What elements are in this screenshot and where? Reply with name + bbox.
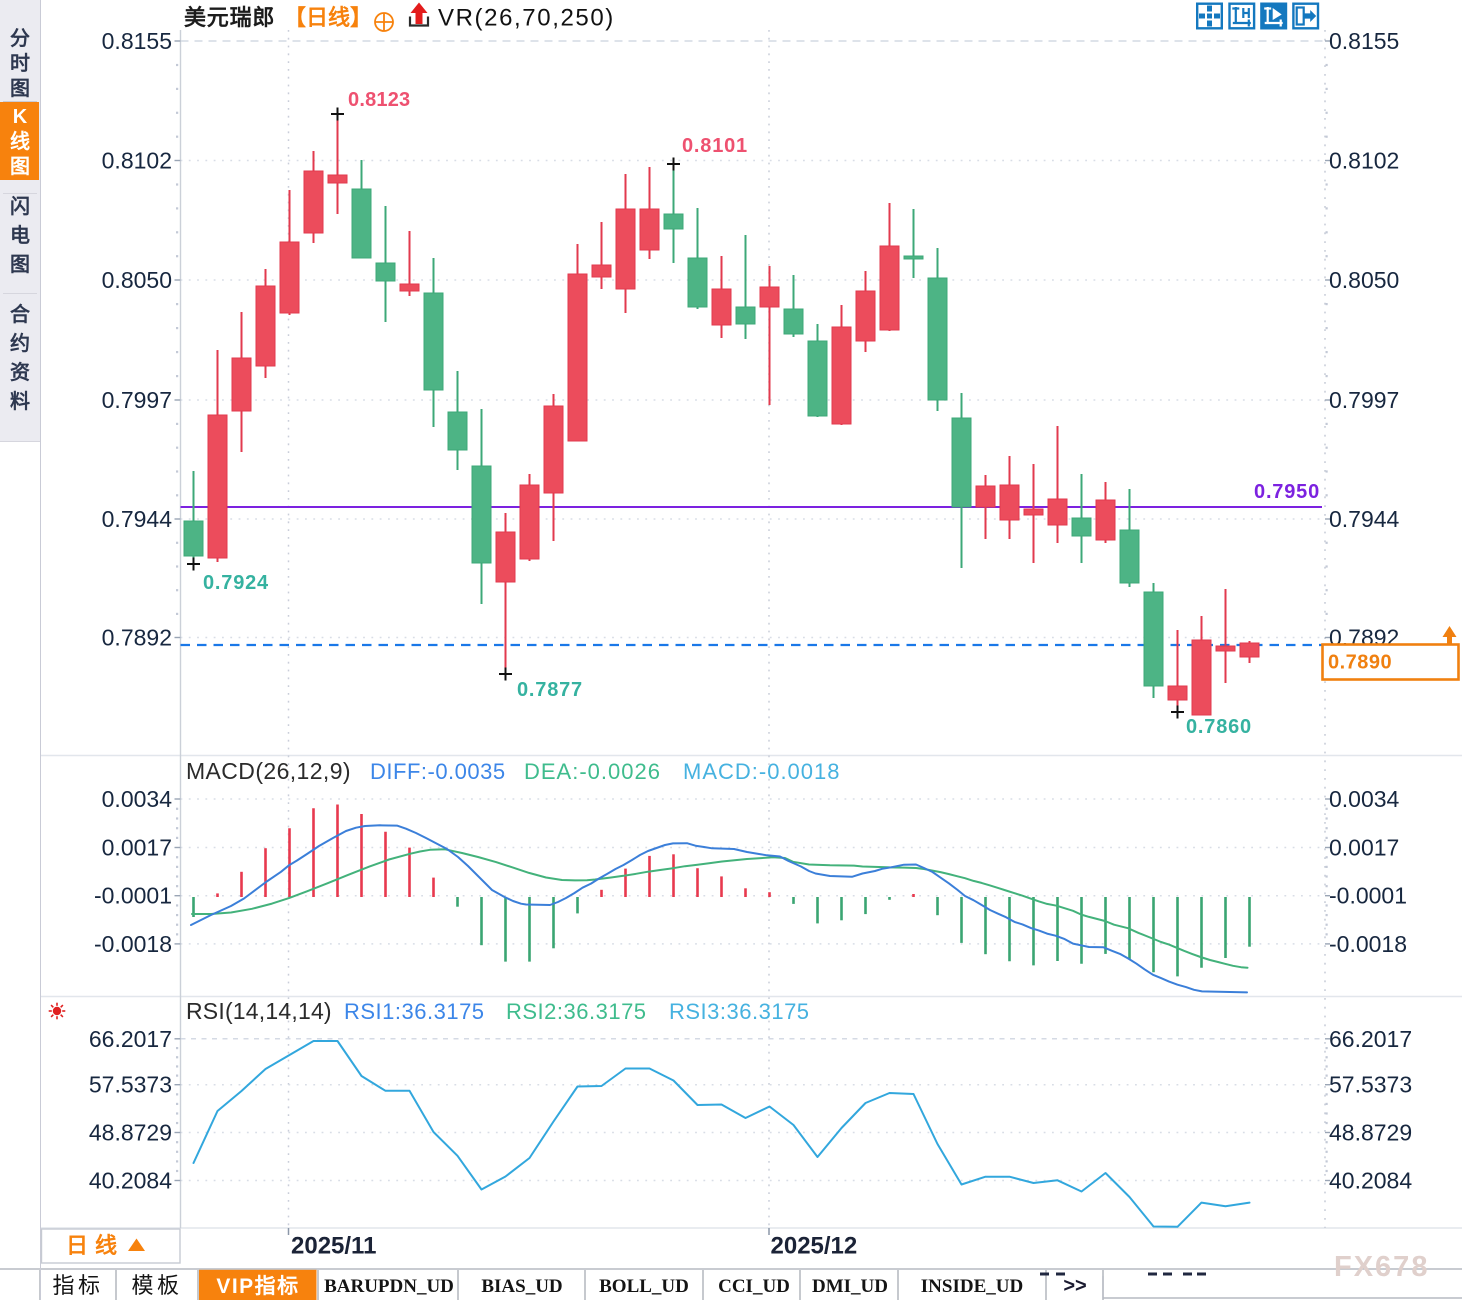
svg-text:40.2084: 40.2084 [89,1168,172,1194]
svg-text:DIFF:-0.0035: DIFF:-0.0035 [370,759,506,784]
svg-text:MACD:-0.0018: MACD:-0.0018 [683,759,841,784]
svg-text:0.8123: 0.8123 [348,89,410,111]
svg-text:>>: >> [1063,1275,1086,1297]
svg-text:0.8102: 0.8102 [102,148,172,174]
svg-text:美元瑞郎: 美元瑞郎 [184,5,275,30]
svg-text:0.8101: 0.8101 [682,135,748,157]
svg-text:-0.0001: -0.0001 [1329,883,1407,909]
svg-text:DEA:-0.0026: DEA:-0.0026 [524,759,661,784]
svg-text:66.2017: 66.2017 [89,1026,172,1052]
svg-text:0.7890: 0.7890 [1328,652,1392,674]
svg-text:指标: 指标 [52,1273,103,1298]
svg-text:BIAS_UD: BIAS_UD [481,1276,562,1297]
svg-text:2025/12: 2025/12 [771,1233,858,1260]
svg-text:BOLL_UD: BOLL_UD [599,1276,689,1297]
svg-text:INSIDE_UD: INSIDE_UD [921,1276,1023,1297]
svg-text:0.8050: 0.8050 [1329,267,1399,293]
svg-text:RSI2:36.3175: RSI2:36.3175 [506,999,647,1024]
svg-text:0.8155: 0.8155 [102,28,172,54]
svg-text:0.7997: 0.7997 [1329,387,1399,413]
svg-text:日线: 日线 [66,1233,124,1258]
svg-text:【日线】: 【日线】 [284,5,372,30]
svg-text:0.7877: 0.7877 [517,679,583,701]
svg-text:40.2084: 40.2084 [1329,1168,1412,1194]
svg-text:CCI_UD: CCI_UD [718,1276,790,1297]
svg-text:0.0034: 0.0034 [102,786,173,812]
svg-text:0.0034: 0.0034 [1329,786,1400,812]
svg-text:0.7860: 0.7860 [1186,716,1252,738]
svg-text:-0.0018: -0.0018 [1329,931,1407,957]
svg-text:66.2017: 66.2017 [1329,1026,1412,1052]
svg-text:2025/11: 2025/11 [291,1233,376,1260]
svg-text:-0.0001: -0.0001 [94,883,172,909]
svg-text:VR(26,70,250): VR(26,70,250) [438,5,615,32]
svg-text:模板: 模板 [131,1273,182,1298]
svg-text:0.0017: 0.0017 [102,835,172,861]
svg-text:57.5373: 57.5373 [89,1072,172,1098]
svg-text:0.7997: 0.7997 [102,387,172,413]
svg-text:0.7944: 0.7944 [102,506,173,532]
svg-text:MACD(26,12,9): MACD(26,12,9) [186,758,351,784]
svg-text:-0.0018: -0.0018 [94,931,172,957]
svg-text:BARUPDN_UD: BARUPDN_UD [324,1276,454,1297]
svg-text:48.8729: 48.8729 [1329,1120,1412,1146]
svg-text:0.0017: 0.0017 [1329,835,1399,861]
svg-text:VIP指标: VIP指标 [216,1274,299,1298]
svg-text:57.5373: 57.5373 [1329,1072,1412,1098]
svg-text:RSI(14,14,14): RSI(14,14,14) [186,998,332,1024]
svg-text:0.7924: 0.7924 [203,572,269,594]
svg-text:48.8729: 48.8729 [89,1120,172,1146]
svg-text:RSI3:36.3175: RSI3:36.3175 [669,999,810,1024]
svg-text:0.7892: 0.7892 [102,625,172,651]
svg-text:FX678: FX678 [1334,1251,1429,1283]
svg-text:0.8050: 0.8050 [102,267,172,293]
svg-text:DMI_UD: DMI_UD [812,1276,888,1297]
svg-text:0.7944: 0.7944 [1329,506,1400,532]
svg-text:0.8102: 0.8102 [1329,148,1399,174]
svg-text:0.7950: 0.7950 [1254,481,1320,503]
svg-text:0.8155: 0.8155 [1329,28,1399,54]
svg-text:RSI1:36.3175: RSI1:36.3175 [344,999,485,1024]
